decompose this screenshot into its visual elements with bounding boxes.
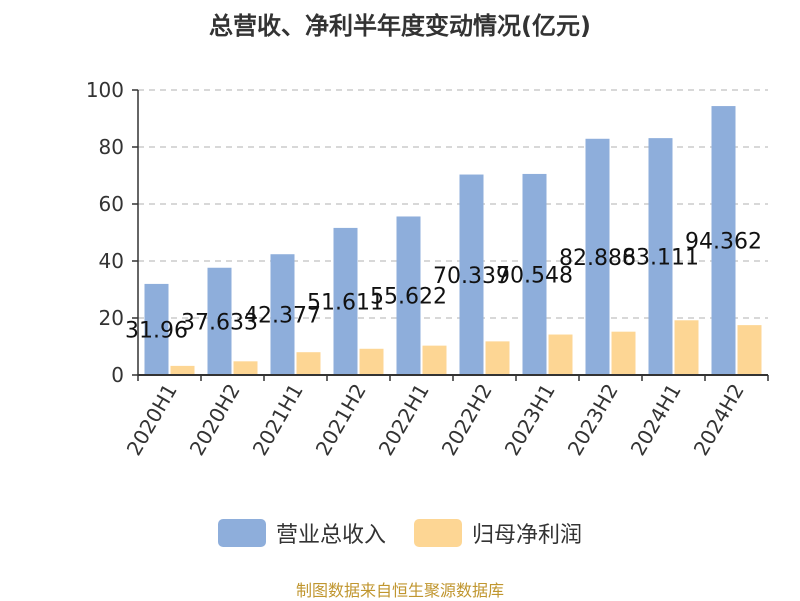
bar-net-profit[interactable] <box>548 334 573 375</box>
x-tick-label: 2023H2 <box>563 380 623 460</box>
x-tick-label: 2020H2 <box>185 380 245 460</box>
bar-net-profit[interactable] <box>485 341 510 375</box>
y-tick-label: 0 <box>111 363 124 387</box>
data-label-revenue: 42.377 <box>244 304 321 329</box>
bar-revenue[interactable] <box>207 267 232 375</box>
legend-label-revenue: 营业总收入 <box>275 523 386 548</box>
y-tick-label: 100 <box>86 78 124 102</box>
bar-revenue[interactable] <box>648 138 673 375</box>
bar-revenue[interactable] <box>459 174 484 375</box>
data-label-revenue: 83.111 <box>622 246 699 271</box>
data-label-revenue: 94.362 <box>685 230 762 255</box>
data-label-revenue: 82.886 <box>559 246 636 271</box>
bar-net-profit[interactable] <box>296 352 321 375</box>
x-tick-label: 2024H2 <box>689 380 749 460</box>
bar-revenue[interactable] <box>522 173 547 375</box>
y-tick-label: 80 <box>99 135 124 159</box>
y-tick-label: 40 <box>99 249 124 273</box>
legend-item-revenue[interactable]: 营业总收入 <box>217 517 386 549</box>
bar-net-profit[interactable] <box>233 361 258 375</box>
y-tick-label: 20 <box>99 306 124 330</box>
bar-revenue[interactable] <box>333 227 358 375</box>
data-label-revenue: 37.633 <box>181 310 258 335</box>
bars <box>144 106 762 375</box>
legend-swatch-revenue <box>217 519 266 547</box>
data-label-revenue: 51.611 <box>307 290 384 315</box>
x-tick-label: 2022H1 <box>374 380 434 460</box>
bar-revenue[interactable] <box>396 216 421 375</box>
x-tick-label: 2021H2 <box>311 380 371 460</box>
x-tick-label: 2022H2 <box>437 380 497 460</box>
data-label-revenue: 70.548 <box>496 263 573 288</box>
x-tick-label: 2023H1 <box>500 380 560 460</box>
bar-revenue[interactable] <box>585 138 610 375</box>
x-tick-label: 2021H1 <box>248 380 308 460</box>
legend: 营业总收入 归母净利润 <box>0 517 800 549</box>
bar-net-profit[interactable] <box>422 345 447 375</box>
bar-net-profit[interactable] <box>737 325 762 375</box>
bar-net-profit[interactable] <box>611 331 636 375</box>
bar-revenue[interactable] <box>144 283 169 375</box>
x-tick-label: 2020H1 <box>122 380 182 460</box>
grid-lines <box>138 89 768 319</box>
bar-revenue[interactable] <box>270 254 295 375</box>
y-tick-label: 60 <box>99 192 124 216</box>
legend-swatch-net-profit <box>414 519 462 547</box>
chart-title: 总营收、净利半年度变动情况(亿元) <box>209 12 591 40</box>
data-label-revenue: 55.622 <box>370 285 447 310</box>
data-labels: 31.9637.63342.37751.61155.62270.33970.54… <box>125 230 762 344</box>
legend-label-net-profit: 归母净利润 <box>472 523 583 548</box>
data-label-revenue: 31.96 <box>125 318 188 343</box>
bar-net-profit[interactable] <box>674 320 699 375</box>
source-note: 制图数据来自恒生聚源数据库 <box>295 581 504 600</box>
bar-net-profit[interactable] <box>170 365 195 375</box>
bar-net-profit[interactable] <box>359 348 384 375</box>
data-label-revenue: 70.339 <box>433 264 510 289</box>
bar-revenue[interactable] <box>711 106 736 375</box>
legend-item-net-profit[interactable]: 归母净利润 <box>414 517 582 549</box>
x-tick-label: 2024H1 <box>626 380 686 460</box>
